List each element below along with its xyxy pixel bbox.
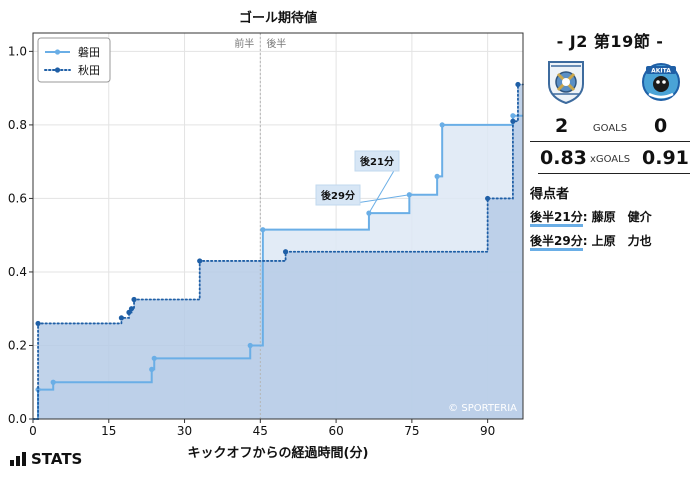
xgoals-row: 0.83 xGOALS 0.91 [530,147,690,173]
home-goals: 2 [555,115,569,137]
annotation-connector [355,194,410,204]
series-point [149,366,155,372]
matchday-title: - J2 第19節 - [556,32,664,51]
legend-marker [54,67,61,73]
y-tick-label: 0.2 [8,338,27,352]
first-half-label: 前半 [234,37,254,50]
plot-layer: 0 15 30 45 60 75 90 0.0 0.2 0.4 0.6 0.8 1.0 前半 後半後21分後… [8,32,524,438]
x-tick-label: 90 [480,424,495,438]
goals-row: 2 GOALS 0 [530,115,690,141]
series-point [50,379,56,385]
series-point [434,173,440,179]
series-point [439,122,445,128]
series-point [126,309,132,315]
series-point [247,342,253,349]
goals-label: GOALS [592,123,628,134]
series-point [118,315,125,321]
scorer-row: 後半21分: 藤原 健介 [530,208,652,227]
chart-title: ゴール期待値 [239,10,317,26]
x-tick-label: 45 [253,424,268,438]
stats-bars-icon [10,452,26,466]
series-point [131,296,137,303]
series-line [32,83,524,420]
x-tick-label: 0 [29,424,37,438]
second-half-label: 後半 [266,37,286,50]
plot-frame [32,32,524,420]
xg-divider [538,173,690,174]
scorers-title: 得点者 [530,187,570,202]
legend-marker [54,49,61,55]
annotation-connector [368,168,396,214]
series-point [510,113,516,119]
legend-label: 磐田 [78,45,100,59]
xg-chart: ゴール期待値 キックオフからの経過時間(分) 0 15 30 45 60 75 90 0.0 0… [8,10,524,461]
y-tick-label: 0.0 [8,412,27,426]
annotation-label: 後29分 [321,189,355,202]
stats-logo: STATS [10,450,82,468]
xgoals-label: xGOALS [589,154,631,165]
xg-chart-svg: ゴール期待値 キックオフからの経過時間(分) 0 15 30 45 60 75 900.00… [8,10,524,461]
series-point [128,306,135,312]
annotation-label: 後21分 [360,155,394,168]
watermark: © SPORTERIA [448,403,517,414]
scorer-time: 後半21分 [530,210,583,227]
away-crest-text: AKITA [651,68,671,75]
home-xg: 0.83 [540,147,587,169]
annotation-box [354,150,400,172]
x-tick-label: 30 [177,424,192,438]
x-axis-label: キックオフからの経過時間(分) [188,445,369,461]
series-point [260,227,266,233]
y-tick-label: 0.8 [8,118,27,132]
scorer-row: 後半29分: 上原 力也 [530,232,652,251]
score-divider [530,141,690,142]
series-point [151,355,157,361]
x-tick-label: 15 [101,424,116,438]
away-crest-icon: AKITA [642,63,680,101]
series-point [35,320,41,327]
y-tick-label: 0.6 [8,191,27,205]
x-tick-label: 75 [404,424,419,438]
legend-label: 秋田 [78,63,100,77]
stats-brand-text: STATS [31,450,83,468]
series-point [282,249,289,255]
series-point [197,258,203,264]
scorer-time: 後半29分 [530,234,583,251]
scorer-name: : 上原 力也 [582,234,652,248]
y-tick-label: 0.4 [8,265,27,279]
away-xg: 0.91 [642,147,689,169]
series-point [485,195,491,202]
x-tick-label: 60 [328,424,343,438]
annotation-box [315,184,361,206]
series-area [33,84,523,419]
home-crest-icon [548,61,584,104]
series-point [510,118,516,124]
scorer-name: : 藤原 健介 [582,210,652,224]
away-goals: 0 [654,115,668,137]
y-tick-label: 1.0 [8,44,27,58]
series-point [515,81,521,88]
match-panel: - J2 第19節 - AKITA 2 GOALS 0 0.83 xGOALS … [530,0,700,474]
series-point [35,386,41,393]
